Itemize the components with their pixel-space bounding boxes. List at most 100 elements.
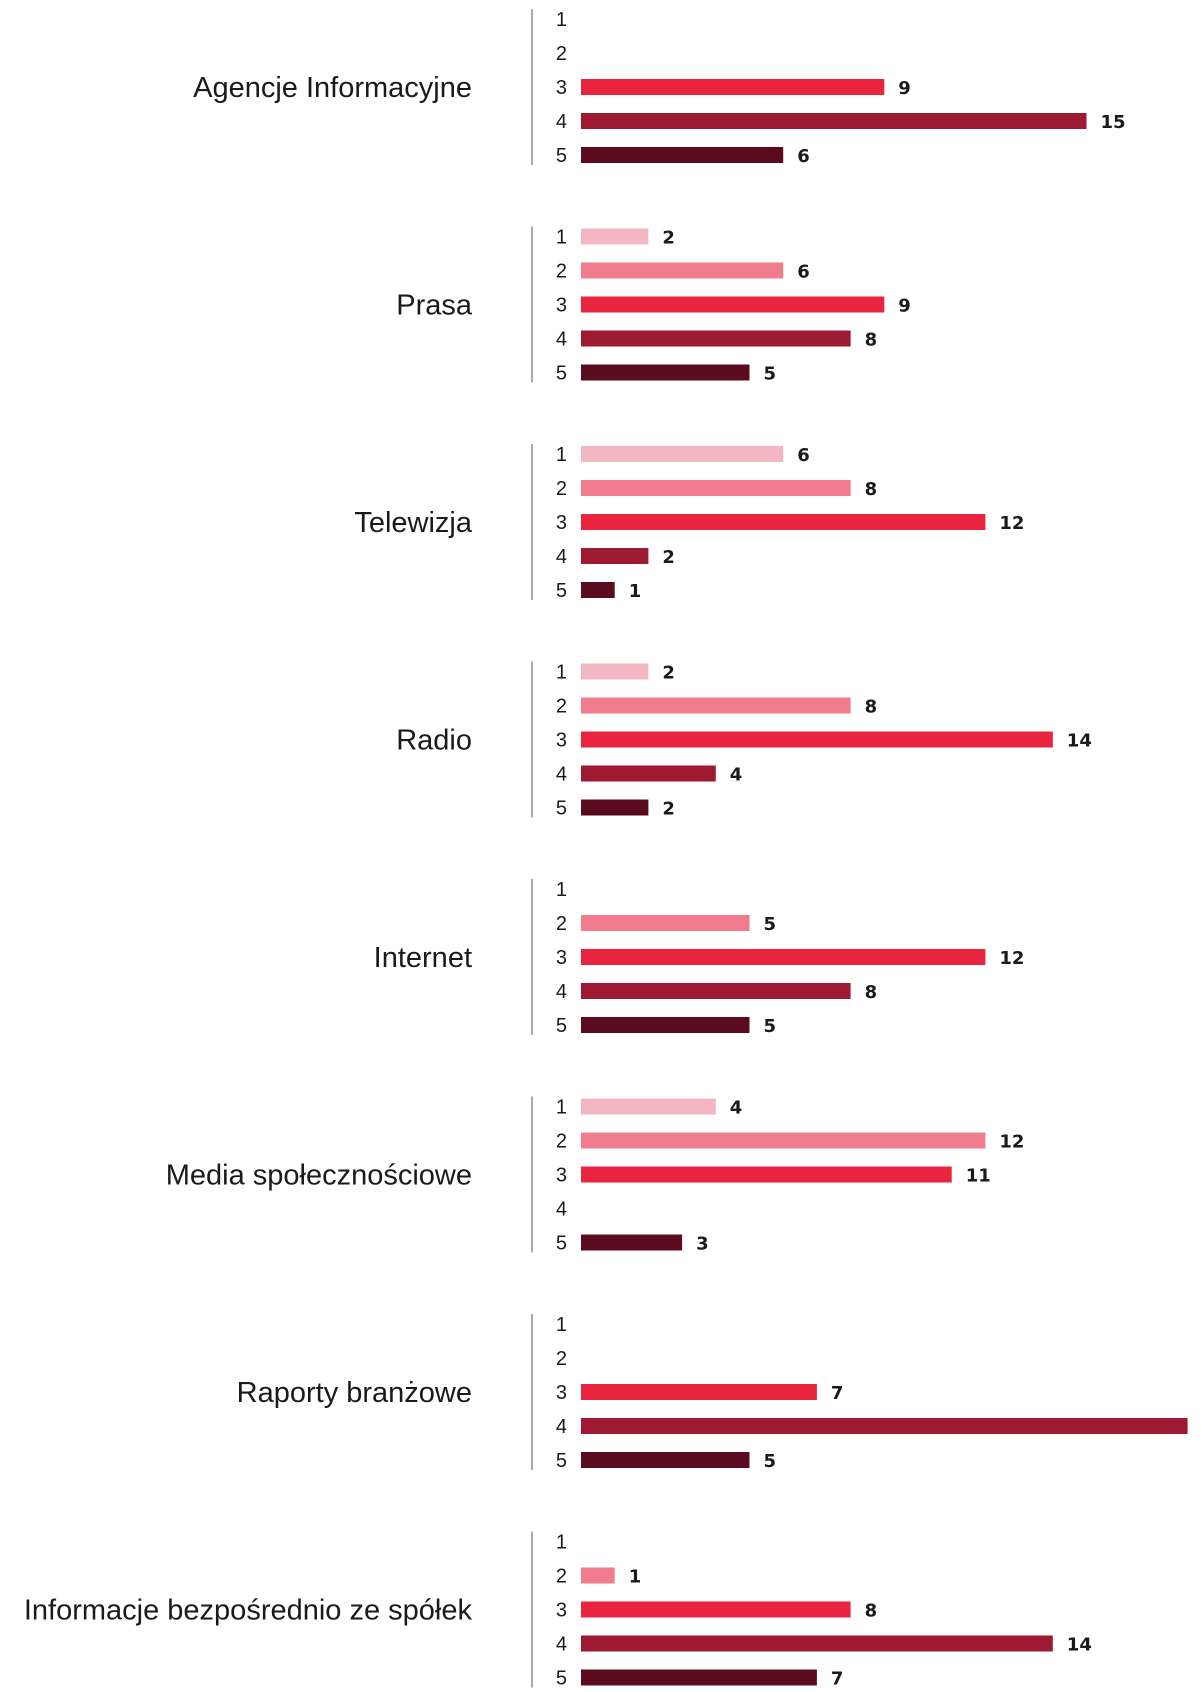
- level-tick-label: 3: [556, 295, 567, 317]
- level-tick-label: 3: [556, 1600, 567, 1622]
- value-label: 12: [999, 948, 1024, 969]
- bar: [581, 799, 649, 816]
- bar: [581, 262, 784, 279]
- bar: [581, 765, 716, 782]
- value-label: 14: [1067, 731, 1092, 752]
- bar: [581, 446, 784, 462]
- level-tick-label: 4: [556, 1634, 567, 1656]
- value-label: 6: [797, 445, 810, 466]
- bar: [581, 1452, 750, 1468]
- value-label: 8: [865, 982, 878, 1003]
- value-label: 8: [865, 697, 878, 718]
- bar: [581, 1017, 750, 1033]
- bar: [581, 1669, 817, 1686]
- value-label: 7: [831, 1669, 844, 1690]
- value-label: 5: [764, 914, 777, 935]
- level-tick-label: 4: [556, 546, 567, 568]
- bar: [581, 1166, 952, 1183]
- value-label: 5: [764, 1451, 777, 1472]
- value-label: 9: [898, 78, 911, 99]
- level-tick-label: 5: [556, 1668, 567, 1690]
- level-tick-label: 2: [556, 913, 567, 935]
- level-tick-label: 2: [556, 696, 567, 718]
- bar: [581, 514, 986, 530]
- value-label: 6: [797, 262, 810, 283]
- value-label: 5: [764, 364, 777, 385]
- level-tick-label: 1: [556, 879, 567, 901]
- bar: [581, 731, 1053, 748]
- bar: [581, 1601, 851, 1618]
- level-tick-label: 2: [556, 43, 567, 65]
- category-label: Media społecznościowe: [166, 1160, 472, 1192]
- level-tick-label: 4: [556, 329, 567, 351]
- bar: [581, 296, 885, 313]
- category-label: Telewizja: [354, 507, 473, 539]
- bar: [581, 663, 649, 680]
- value-label: 2: [662, 663, 675, 684]
- bar: [581, 1384, 817, 1400]
- level-tick-label: 5: [556, 145, 567, 167]
- level-tick-label: 4: [556, 1199, 567, 1221]
- category-label: Informacje bezpośrednio ze spółek: [24, 1595, 473, 1627]
- level-tick-label: 1: [556, 662, 567, 684]
- level-tick-label: 4: [556, 981, 567, 1003]
- bar: [581, 228, 649, 245]
- bar: [581, 1567, 615, 1584]
- value-label: 11: [966, 1166, 991, 1187]
- bar-group: Telewizja 1 6 2 8 3 12 4 2 5 1: [354, 444, 1024, 602]
- bar-group: Radio 1 2 2 8 3 14 4 4 5 2: [396, 661, 1092, 820]
- level-tick-label: 5: [556, 798, 567, 820]
- level-tick-label: 1: [556, 1314, 567, 1336]
- value-label: 4: [730, 1098, 743, 1119]
- value-label: 2: [662, 228, 675, 249]
- bar: [581, 949, 986, 965]
- level-tick-label: 1: [556, 227, 567, 249]
- bar: [581, 113, 1087, 129]
- bar: [581, 582, 615, 598]
- value-label: 5: [764, 1016, 777, 1037]
- bar: [581, 364, 750, 381]
- level-tick-label: 5: [556, 363, 567, 385]
- level-tick-label: 3: [556, 1382, 567, 1404]
- bar: [581, 1132, 986, 1149]
- level-tick-label: 4: [556, 1416, 567, 1438]
- level-tick-label: 5: [556, 1233, 567, 1255]
- value-label: 6: [797, 146, 810, 167]
- level-tick-label: 5: [556, 1450, 567, 1472]
- value-label: 2: [662, 547, 675, 568]
- category-label: Internet: [374, 942, 472, 974]
- level-tick-label: 3: [556, 1165, 567, 1187]
- bar-group: Media społecznościowe 1 4 2 12 3 11 4 5 3: [166, 1096, 1024, 1255]
- bar: [581, 697, 851, 714]
- bar-group: Prasa 1 2 2 6 3 9 4 8 5 5: [396, 226, 911, 385]
- level-tick-label: 2: [556, 261, 567, 283]
- level-tick-label: 5: [556, 1015, 567, 1037]
- level-tick-label: 4: [556, 764, 567, 786]
- level-tick-label: 3: [556, 730, 567, 752]
- category-label: Prasa: [396, 290, 473, 322]
- level-tick-label: 1: [556, 1097, 567, 1119]
- value-label: 2: [662, 799, 675, 820]
- bar: [581, 1234, 683, 1251]
- value-label: 9: [898, 296, 911, 317]
- level-tick-label: 5: [556, 580, 567, 602]
- bar: [581, 79, 885, 95]
- value-label: 3: [696, 1234, 709, 1255]
- bar-group: Informacje bezpośrednio ze spółek 1 2 1 3 8 4 1…: [24, 1531, 1092, 1690]
- bar: [581, 147, 784, 163]
- value-label: 8: [865, 479, 878, 500]
- value-label: 7: [831, 1383, 844, 1404]
- value-label: 4: [730, 765, 743, 786]
- level-tick-label: 2: [556, 1566, 567, 1588]
- bar: [581, 983, 851, 999]
- category-label: Radio: [396, 725, 472, 757]
- value-label: 12: [999, 1132, 1024, 1153]
- bar-group: Raporty branżowe123741855: [237, 1314, 1202, 1472]
- level-tick-label: 1: [556, 1532, 567, 1554]
- bar: [581, 915, 750, 931]
- value-label: 8: [865, 330, 878, 351]
- bar: [581, 1635, 1053, 1652]
- level-tick-label: 3: [556, 947, 567, 969]
